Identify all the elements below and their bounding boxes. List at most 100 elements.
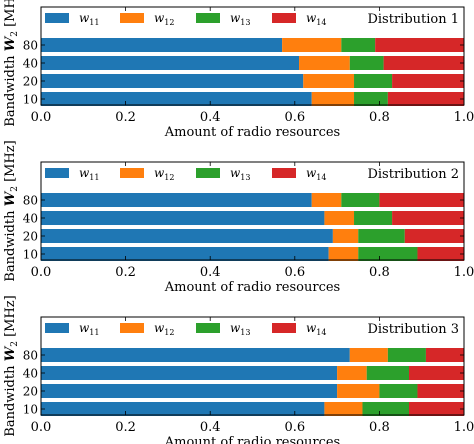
bar-w14-80 bbox=[379, 193, 464, 207]
x-tick-label: 1.0 bbox=[454, 420, 474, 435]
legend-swatch-w13 bbox=[196, 13, 220, 23]
x-tick-label: 0.0 bbox=[31, 265, 52, 280]
legend-swatch-w12 bbox=[120, 168, 144, 178]
bar-w13-40 bbox=[354, 211, 393, 225]
bar-w13-20 bbox=[379, 384, 418, 398]
y-tick-label: 10 bbox=[23, 403, 38, 417]
bar-w12-20 bbox=[303, 74, 355, 88]
plot-frame bbox=[40, 316, 465, 416]
y-tick-label: 40 bbox=[23, 212, 38, 226]
bar-w14-40 bbox=[392, 211, 464, 225]
bar-w12-20 bbox=[332, 229, 359, 243]
panel-title: Distribution 2 bbox=[367, 167, 459, 182]
x-tick-label: 0.2 bbox=[115, 110, 136, 125]
bar-w12-10 bbox=[328, 247, 359, 261]
x-tick-label: 0.8 bbox=[369, 420, 390, 435]
legend-swatch-w14 bbox=[272, 168, 296, 178]
x-axis-label: Amount of radio resources bbox=[164, 435, 340, 444]
bar-w11-40 bbox=[41, 366, 338, 380]
bar-w13-40 bbox=[349, 56, 384, 70]
legend-swatch-w12 bbox=[120, 13, 144, 23]
bar-w13-10 bbox=[358, 247, 418, 261]
x-axis-label: Amount of radio resources bbox=[164, 125, 340, 140]
bar-w11-20 bbox=[41, 384, 338, 398]
legend-label-w12: w12 bbox=[154, 321, 174, 337]
bar-w13-80 bbox=[341, 193, 380, 207]
x-tick-label: 0.2 bbox=[115, 420, 136, 435]
bar-w14-80 bbox=[375, 38, 464, 52]
legend-swatch-w11 bbox=[45, 13, 69, 23]
bar-w13-80 bbox=[341, 38, 376, 52]
x-tick-label: 0.4 bbox=[200, 110, 221, 125]
bar-w14-10 bbox=[387, 92, 464, 106]
legend-swatch-w12 bbox=[120, 323, 144, 333]
panel-title: Distribution 1 bbox=[367, 12, 459, 27]
bar-w11-40 bbox=[41, 56, 300, 70]
bar-w12-40 bbox=[324, 211, 355, 225]
bar-w11-20 bbox=[41, 74, 304, 88]
bar-w11-80 bbox=[41, 348, 350, 362]
x-tick-label: 0.0 bbox=[31, 110, 52, 125]
panel-2: 10 20 40 80 0.0 0.2 0.4 0.6 0.8 1.0 Amount of radi… bbox=[3, 140, 474, 295]
y-axis-label: Bandwidth W2 [MHz] bbox=[3, 0, 20, 127]
bar-w12-80 bbox=[282, 38, 342, 52]
bar-w12-20 bbox=[337, 384, 380, 398]
bar-w11-10 bbox=[41, 247, 329, 261]
plot-frame bbox=[40, 161, 465, 261]
x-tick-label: 0.0 bbox=[31, 420, 52, 435]
legend-label-w12: w12 bbox=[154, 11, 174, 27]
panel-title: Distribution 3 bbox=[367, 322, 459, 337]
bar-w11-10 bbox=[41, 92, 312, 106]
panel-3: 10 20 40 80 0.0 0.2 0.4 0.6 0.8 1.0 Amount of radi… bbox=[3, 295, 474, 444]
y-tick-label: 20 bbox=[23, 230, 38, 244]
legend-swatch-w14 bbox=[272, 13, 296, 23]
legend-label-w14: w14 bbox=[306, 11, 326, 27]
bar-w11-80 bbox=[41, 38, 283, 52]
y-tick-label: 10 bbox=[23, 93, 38, 107]
legend-swatch-w11 bbox=[45, 168, 69, 178]
legend-label-w11: w11 bbox=[79, 11, 99, 27]
legend-label-w11: w11 bbox=[79, 321, 99, 337]
x-axis-label: Amount of radio resources bbox=[164, 280, 340, 295]
bar-w11-80 bbox=[41, 193, 312, 207]
bar-w12-10 bbox=[324, 402, 363, 416]
legend-swatch-w13 bbox=[196, 168, 220, 178]
y-axis-label: Bandwidth W2 [MHz] bbox=[3, 295, 20, 436]
bar-w13-80 bbox=[387, 348, 426, 362]
bar-w11-20 bbox=[41, 229, 333, 243]
x-tick-label: 0.4 bbox=[200, 420, 221, 435]
legend-swatch-w13 bbox=[196, 323, 220, 333]
bar-w13-10 bbox=[354, 92, 388, 106]
bar-w14-40 bbox=[383, 56, 464, 70]
bar-w12-40 bbox=[299, 56, 350, 70]
y-axis-label: Bandwidth W2 [MHz] bbox=[3, 140, 20, 281]
bar-w13-10 bbox=[362, 402, 410, 416]
y-tick-label: 20 bbox=[23, 75, 38, 89]
bar-w14-20 bbox=[392, 74, 464, 88]
x-tick-label: 1.0 bbox=[454, 110, 474, 125]
plot-frame bbox=[40, 6, 465, 106]
y-tick-label: 80 bbox=[23, 194, 38, 208]
bar-w14-20 bbox=[404, 229, 464, 243]
legend-label-w13: w13 bbox=[230, 166, 250, 182]
x-tick-label: 0.6 bbox=[284, 265, 305, 280]
legend-label-w12: w12 bbox=[154, 166, 174, 182]
legend-label-w13: w13 bbox=[230, 11, 250, 27]
panel-1: 10 20 40 80 0.0 0.2 0.4 0.6 0.8 1.0 Amount of radi… bbox=[3, 0, 474, 140]
bar-w14-10 bbox=[417, 247, 464, 261]
bar-w12-80 bbox=[311, 193, 342, 207]
bar-w13-20 bbox=[354, 74, 393, 88]
bar-w12-80 bbox=[349, 348, 388, 362]
bar-w14-20 bbox=[417, 384, 464, 398]
bar-w14-40 bbox=[409, 366, 464, 380]
bar-w11-10 bbox=[41, 402, 325, 416]
y-tick-label: 40 bbox=[23, 367, 38, 381]
legend-label-w13: w13 bbox=[230, 321, 250, 337]
legend-label-w11: w11 bbox=[79, 166, 99, 182]
y-tick-label: 20 bbox=[23, 385, 38, 399]
y-tick-label: 10 bbox=[23, 248, 38, 262]
bar-w13-20 bbox=[358, 229, 405, 243]
y-tick-label: 40 bbox=[23, 57, 38, 71]
x-tick-label: 0.8 bbox=[369, 265, 390, 280]
